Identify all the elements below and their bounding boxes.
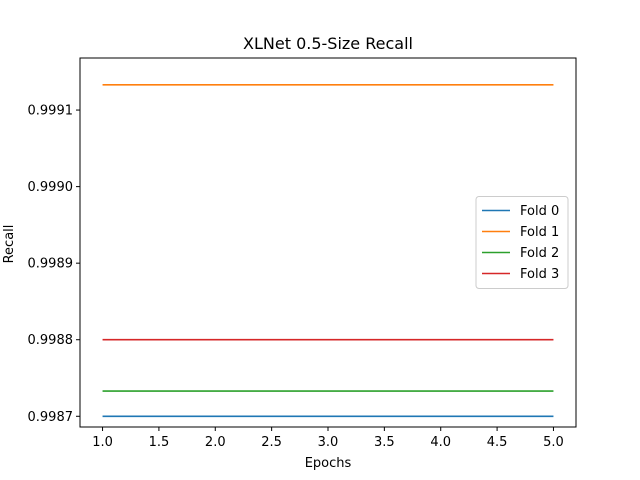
x-tick-label: 1.5 <box>149 435 170 450</box>
legend-label: Fold 0 <box>520 204 559 219</box>
x-tick-label: 4.5 <box>487 435 508 450</box>
x-tick-label: 3.0 <box>318 435 339 450</box>
chart-title: XLNet 0.5-Size Recall <box>243 34 413 53</box>
legend-label: Fold 3 <box>520 267 559 282</box>
x-tick-label: 1.0 <box>92 435 113 450</box>
y-tick-label: 0.9987 <box>28 410 74 425</box>
x-tick-label: 3.5 <box>374 435 395 450</box>
x-tick-label: 5.0 <box>543 435 564 450</box>
x-tick-label: 4.0 <box>430 435 451 450</box>
series-layer <box>102 83 554 418</box>
legend-box <box>475 196 569 289</box>
y-tick-label: 0.9991 <box>28 104 74 119</box>
y-axis-ticks: 0.9987 0.9988 0.9989 0.9990 0.9991 <box>28 104 80 425</box>
x-tick-label: 2.5 <box>261 435 282 450</box>
legend: Fold 0 Fold 1 Fold 2 Fold 3 <box>475 196 569 289</box>
y-tick-label: 0.9988 <box>28 333 74 348</box>
legend-label: Fold 1 <box>520 225 559 240</box>
y-tick-label: 0.9990 <box>28 180 74 195</box>
y-tick-label: 0.9989 <box>28 257 74 272</box>
y-axis-label: Recall <box>2 225 17 264</box>
x-axis-ticks: 1.0 1.5 2.0 2.5 3.0 3.5 4.0 4.5 5.0 <box>92 427 564 450</box>
legend-label: Fold 2 <box>520 246 559 261</box>
x-axis-label: Epochs <box>305 456 352 471</box>
x-tick-label: 2.0 <box>205 435 226 450</box>
